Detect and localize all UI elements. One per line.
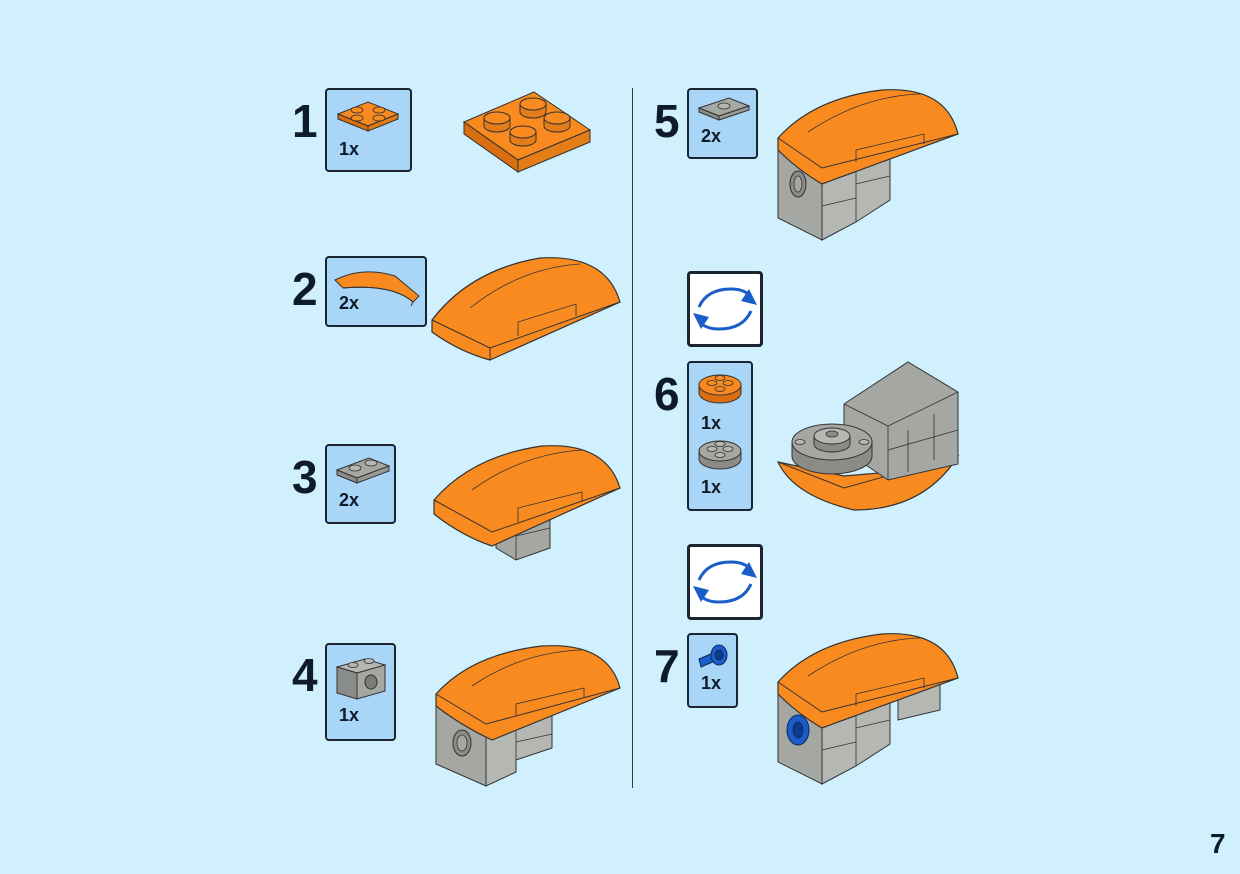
step-1-qty: 1x <box>339 139 360 159</box>
step-2-assembly-illustration <box>431 257 621 361</box>
step-6-qty-gray: 1x <box>701 477 722 497</box>
gray-technic-brick-icon <box>335 658 387 700</box>
step-6-number: 6 <box>654 368 680 420</box>
step-3-parts-callout: 2x <box>325 444 396 524</box>
step-1-parts-callout: 1x <box>325 88 412 172</box>
step-5-qty: 2x <box>701 126 722 146</box>
rotate-icon <box>693 560 757 604</box>
step-3-assembly-illustration <box>433 445 621 561</box>
rotate-model-indicator <box>687 544 763 620</box>
step-6-assembly-illustration <box>776 361 960 511</box>
orange-round-plate-icon <box>698 374 742 404</box>
step-1-assembly-illustration <box>462 91 592 173</box>
step-5-assembly-illustration <box>777 89 959 241</box>
step-2-qty: 2x <box>339 293 360 313</box>
step-1-number: 1 <box>292 95 318 147</box>
step-5-number: 5 <box>654 95 680 147</box>
step-4-parts-callout: 1x <box>325 643 396 741</box>
orange-plate-2x2-icon <box>336 101 400 132</box>
step-3-qty: 2x <box>339 490 360 510</box>
step-6-parts-callout: 1x 1x <box>687 361 753 511</box>
step-7-assembly-illustration <box>777 633 959 785</box>
step-2-number: 2 <box>292 263 318 315</box>
blue-pin-icon <box>698 644 728 668</box>
rotate-model-indicator <box>687 271 763 347</box>
step-4-qty: 1x <box>339 705 360 725</box>
step-7-number: 7 <box>654 640 680 692</box>
orange-curved-slope-icon <box>334 271 420 307</box>
gray-round-plate-icon <box>698 440 742 470</box>
page-number: 7 <box>1210 828 1226 859</box>
rotate-icon <box>693 287 757 331</box>
gray-jumper-plate-icon <box>697 97 751 121</box>
step-7-qty: 1x <box>701 673 722 693</box>
step-7-parts-callout: 1x <box>687 633 738 708</box>
gray-plate-1x2-icon <box>335 457 391 484</box>
step-4-assembly-illustration <box>435 645 621 787</box>
step-5-parts-callout: 2x <box>687 88 758 159</box>
step-6-qty-orange: 1x <box>701 413 722 433</box>
column-divider <box>632 88 633 788</box>
step-2-parts-callout: 2x <box>325 256 427 327</box>
step-3-number: 3 <box>292 451 318 503</box>
step-4-number: 4 <box>292 649 318 701</box>
